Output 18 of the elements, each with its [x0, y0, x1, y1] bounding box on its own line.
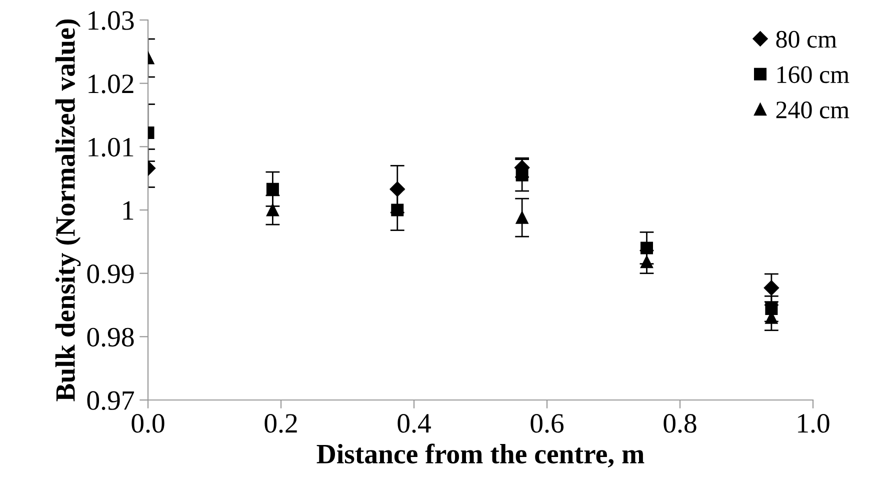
x-tick-label: 0.6	[530, 414, 564, 433]
x-tick-label: 1.0	[798, 414, 830, 433]
y-axis-title: Bulk density (Normalized value)	[55, 19, 81, 402]
y-tick-label: 1	[123, 201, 134, 220]
x-axis-title: Distance from the centre, m	[316, 444, 644, 468]
y-tick-label: 0.97	[87, 391, 134, 410]
y-tick-label: 1.03	[88, 11, 134, 30]
y-tick-label: 1.02	[88, 74, 134, 94]
y-tick-label: 1.01	[88, 138, 134, 157]
x-tick-label: 0.4	[398, 414, 431, 433]
legend-label: 160 cm	[777, 66, 850, 84]
x-tick-label: 0.0	[132, 414, 164, 433]
y-tick-label: 0.99	[87, 264, 134, 284]
x-tick-label: 0.2	[264, 414, 297, 433]
legend-label: 240 cm	[776, 102, 850, 118]
legend-label: 80 cm	[776, 30, 837, 48]
y-tick-label: 0.98	[87, 328, 134, 347]
x-tick-label: 0.8	[664, 414, 696, 433]
